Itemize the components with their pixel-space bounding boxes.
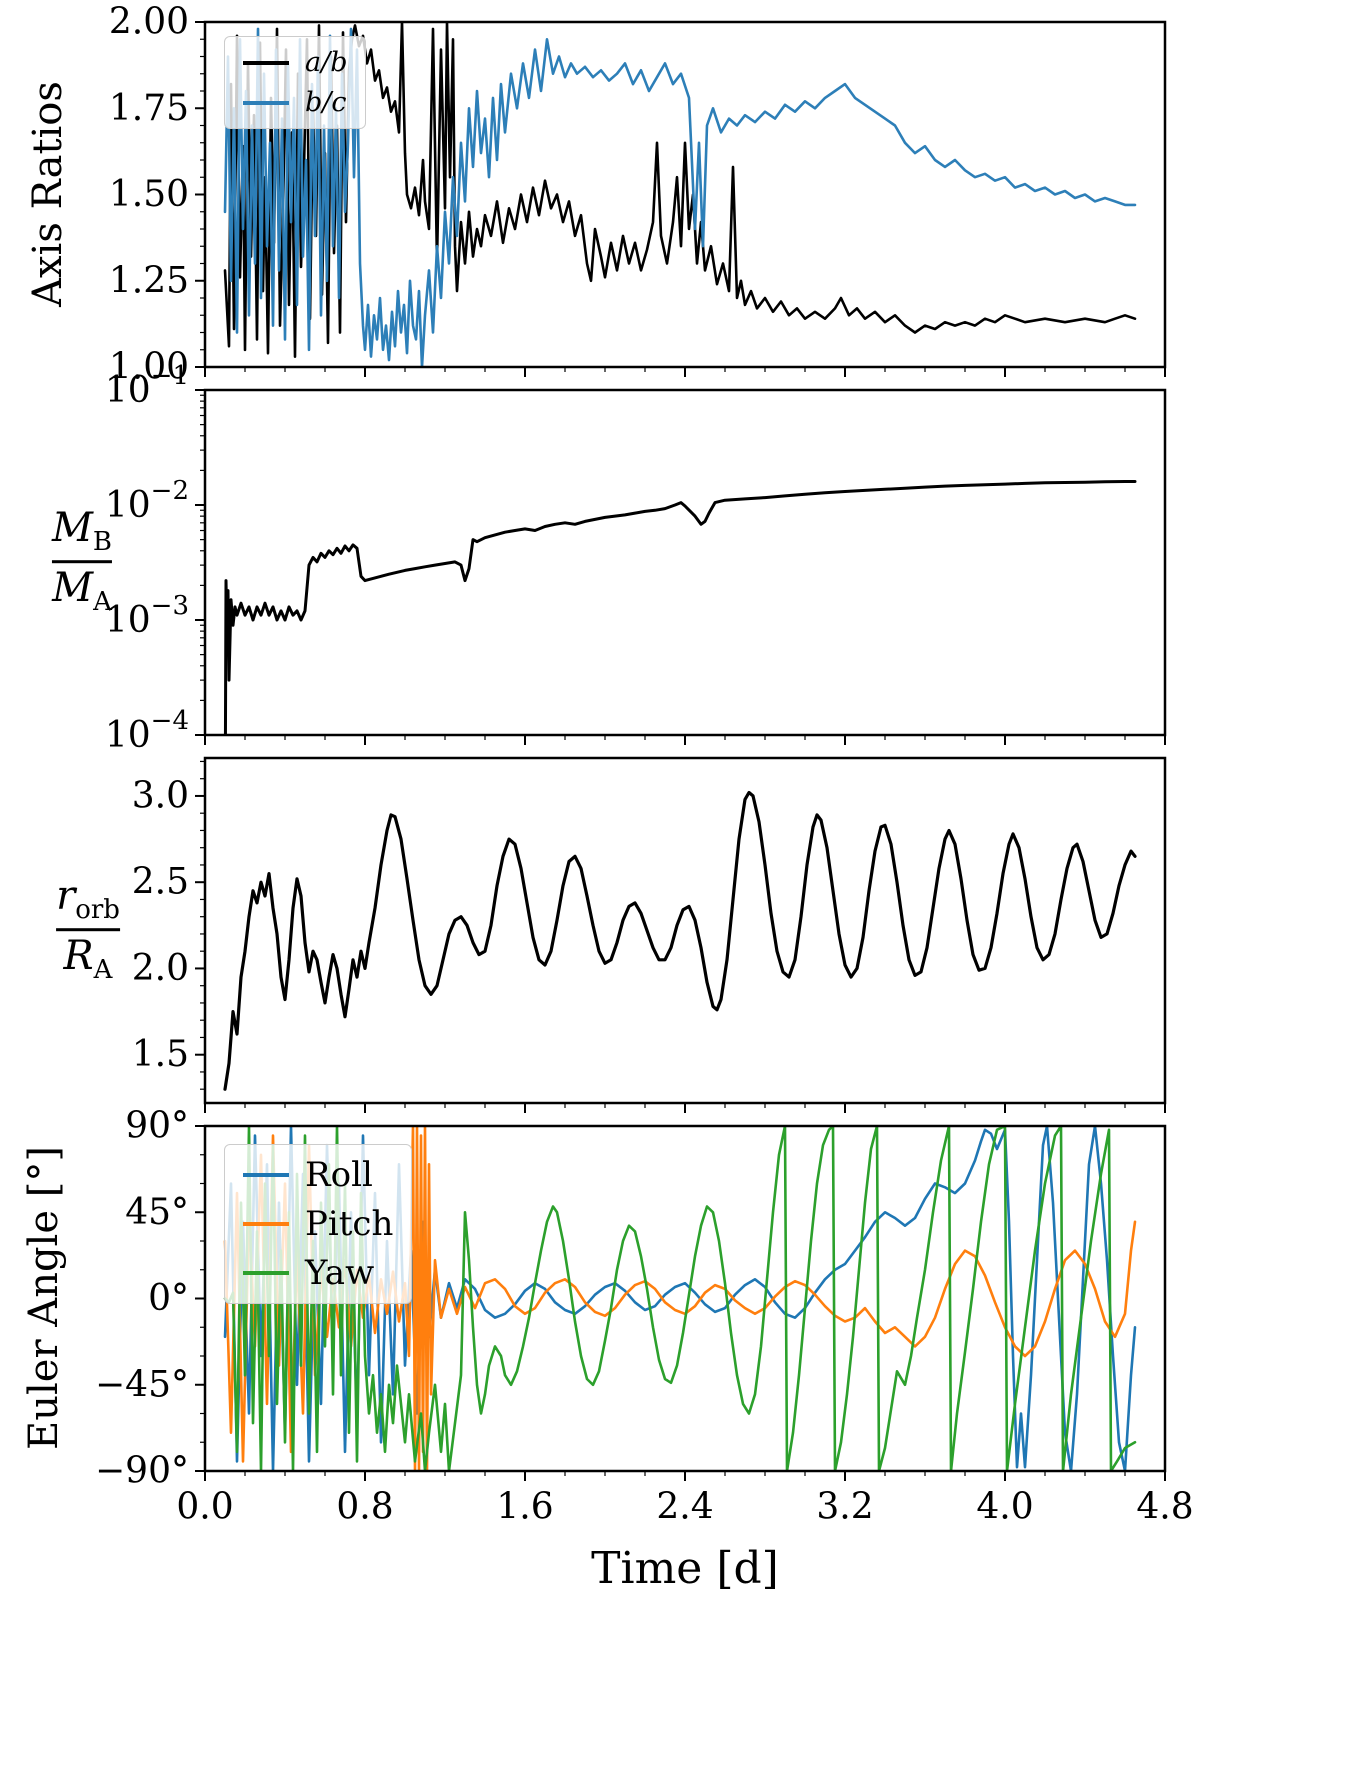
- mass-ratio-ylabel: MB MA: [51, 505, 113, 618]
- x-axis-label: Time [d]: [591, 1543, 779, 1594]
- y-tick-label: 1.25: [109, 260, 189, 301]
- y-tick-label: 90°: [125, 1106, 189, 1147]
- y-tick-label: 10−4: [105, 706, 189, 756]
- legend-entry-yaw: Yaw: [243, 1253, 393, 1293]
- b-over-c-line-swatch: [243, 100, 289, 105]
- y-tick-label: −45°: [95, 1364, 189, 1405]
- series-rorb-over-ra: [223, 790, 1137, 1091]
- y-tick-label: 1.00: [109, 347, 189, 388]
- legend-label: Yaw: [305, 1253, 375, 1293]
- y-tick-label: 10−3: [105, 591, 189, 641]
- x-tick-label: 0.0: [176, 1487, 233, 1528]
- x-tick-label: 2.4: [656, 1487, 713, 1528]
- y-tick-label: 2.0: [132, 948, 189, 989]
- y-tick-label: 3.0: [132, 775, 189, 816]
- orbital-separation-series-group: [223, 790, 1137, 1091]
- axis-ratios-axes: 2.00 1.75 1.50 1.25 1.00: [109, 2, 1167, 388]
- fraction-denominator: MA: [52, 565, 112, 618]
- y-tick-label: −90°: [95, 1451, 189, 1492]
- orbital-separation-axes: 3.0 2.5 2.0 1.5: [132, 756, 1167, 1113]
- a-over-b-line-swatch: [243, 60, 289, 65]
- roll-line-swatch: [243, 1173, 289, 1177]
- euler-angles-axes: 0.0 0.8 1.6 2.4 3.2 4.0 4.8 90° 45° 0° −45° −90°: [95, 1106, 1194, 1528]
- fraction-numerator: rorb: [56, 873, 120, 926]
- yaw-line-swatch: [243, 1271, 289, 1275]
- x-tick-label: 3.2: [816, 1487, 873, 1528]
- y-tick-label: 2.5: [132, 862, 189, 903]
- y-tick-label: 1.75: [109, 88, 189, 129]
- legend-label: Pitch: [305, 1204, 394, 1244]
- legend-entry-roll: Roll: [243, 1155, 393, 1195]
- mass-ratio-axes: 10−1 10−2 10−3 10−4: [105, 361, 1167, 756]
- legend-entry-a-over-b: a/b: [243, 47, 347, 78]
- fraction-denominator: RA: [63, 933, 113, 986]
- x-tick-label: 4.0: [976, 1487, 1033, 1528]
- legend-entry-pitch: Pitch: [243, 1204, 393, 1244]
- series-mb-over-ma: [223, 480, 1137, 735]
- y-tick-label: 10−2: [105, 476, 189, 526]
- legend-label: Roll: [305, 1155, 373, 1195]
- x-tick-label: 0.8: [336, 1487, 393, 1528]
- mass-ratio-series-group: [223, 480, 1137, 735]
- axis-ratios-legend: a/b b/c: [224, 36, 367, 129]
- euler-angles-plot: 0.0 0.8 1.6 2.4 3.2 4.0 4.8 90° 45° 0° −45° −90°: [95, 1106, 1194, 1528]
- series-roll: [223, 1126, 1137, 1471]
- y-tick-label: 1.50: [109, 174, 189, 215]
- fraction-bar: [56, 928, 120, 932]
- y-tick-label: 0°: [148, 1278, 189, 1319]
- x-tick-label: 1.6: [496, 1487, 553, 1528]
- fraction-numerator: MB: [51, 505, 113, 558]
- y-tick-label: 2.00: [109, 2, 189, 43]
- euler-angles-ylabel: Euler Angle [°]: [21, 1146, 67, 1450]
- pitch-line-swatch: [243, 1222, 289, 1226]
- mass-ratio-plot: 10−1 10−2 10−3 10−4: [105, 361, 1167, 756]
- fraction-bar: [51, 560, 113, 564]
- y-tick-label: 45°: [125, 1192, 189, 1233]
- legend-label: b/c: [305, 87, 347, 118]
- y-tick-label: 1.5: [132, 1034, 189, 1075]
- legend-entry-b-over-c: b/c: [243, 87, 347, 118]
- orbital-separation-ylabel: rorb RA: [56, 875, 120, 985]
- x-tick-label: 4.8: [1136, 1487, 1193, 1528]
- series-b-over-c: [223, 27, 1137, 367]
- euler-angles-legend: Roll Pitch Yaw: [224, 1144, 413, 1304]
- legend-label: a/b: [305, 47, 348, 78]
- y-tick-label: 10−1: [105, 361, 189, 411]
- axis-ratios-ylabel: Axis Ratios: [25, 81, 71, 307]
- axis-ratios-plot: 2.00 1.75 1.50 1.25 1.00: [109, 2, 1167, 388]
- orbital-separation-plot: 3.0 2.5 2.0 1.5: [132, 756, 1167, 1113]
